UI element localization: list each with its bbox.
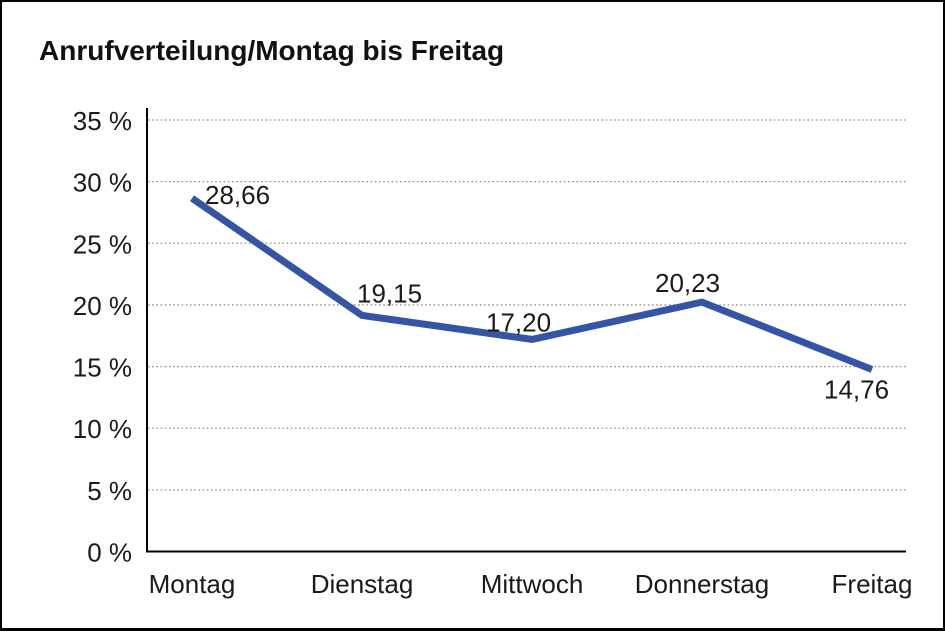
series-layer: [190, 195, 874, 373]
data-label-donnerstag: 20,23: [655, 268, 720, 298]
y-tick-label-30: 30 %: [73, 168, 132, 198]
axes-layer: [146, 108, 906, 553]
series-line-anrufverteilung: [190, 195, 874, 373]
y-tick-label-25: 25 %: [73, 229, 132, 259]
x-tick-label-montag: Montag: [149, 569, 236, 599]
y-tick-label-0: 0 %: [87, 538, 132, 568]
data-label-dienstag: 19,15: [357, 278, 422, 308]
y-tick-label-15: 15 %: [73, 353, 132, 383]
y-tick-label-35: 35 %: [73, 106, 132, 136]
x-tick-label-mittwoch: Mittwoch: [481, 569, 584, 599]
gridlines-layer: [148, 119, 906, 491]
data-label-freitag: 14,76: [824, 375, 889, 405]
x-tick-label-freitag: Freitag: [832, 569, 913, 599]
data-label-montag: 28,66: [205, 180, 270, 210]
chart-title: Anrufverteilung/Montag bis Freitag: [39, 35, 505, 66]
y-tick-label-5: 5 %: [87, 476, 132, 506]
y-tick-label-20: 20 %: [73, 291, 132, 321]
y-tick-label-10: 10 %: [73, 414, 132, 444]
labels-layer: 35 % 30 % 25 % 20 % 15 % 10 % 5 % 0 % 28,66 Monta…: [73, 106, 913, 599]
x-tick-label-donnerstag: Donnerstag: [635, 569, 769, 599]
x-tick-label-dienstag: Dienstag: [311, 569, 414, 599]
data-label-mittwoch: 17,20: [486, 307, 551, 337]
